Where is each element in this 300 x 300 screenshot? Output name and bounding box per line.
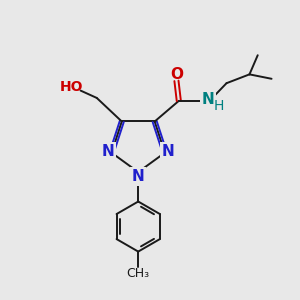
Text: H: H <box>213 99 224 113</box>
Text: N: N <box>132 169 145 184</box>
Text: CH₃: CH₃ <box>127 267 150 280</box>
Text: N: N <box>162 144 175 159</box>
Text: N: N <box>102 144 115 159</box>
Text: N: N <box>202 92 214 107</box>
Text: HO: HO <box>59 80 83 94</box>
Text: O: O <box>170 67 183 82</box>
